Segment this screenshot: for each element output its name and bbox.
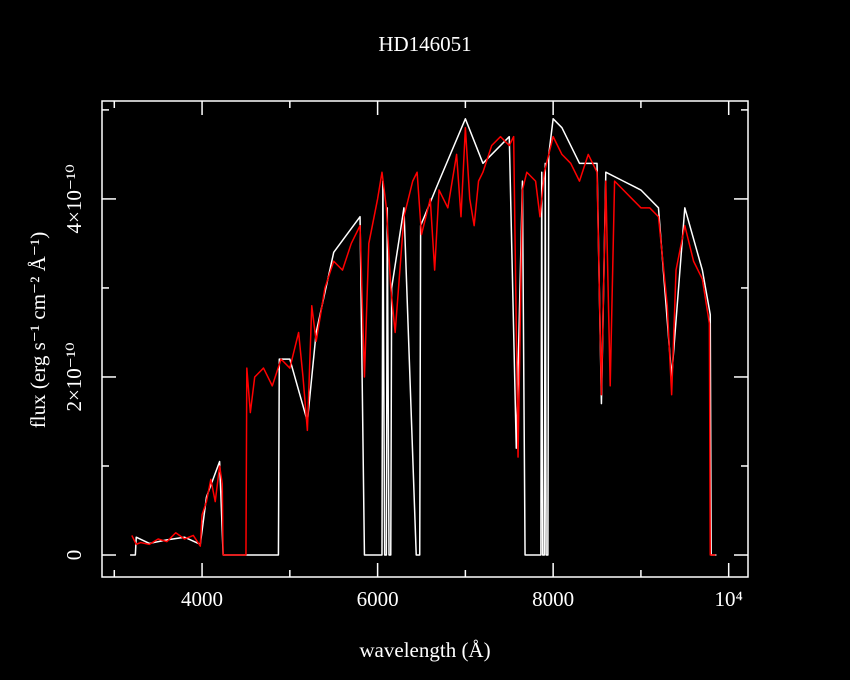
x-tick-label: 10⁴ [715,587,743,611]
spectrum-line [131,126,716,556]
x-tick-label: 4000 [181,587,223,611]
y-tick-label: 4×10⁻¹⁰ [62,164,86,233]
y-tick-label: 2×10⁻¹⁰ [62,342,86,411]
y-axis-label: flux (erg s⁻¹ cm⁻² Å⁻¹) [26,232,50,428]
x-axis-label: wavelength (Å) [359,638,490,662]
y-tick-label: 0 [62,550,86,561]
x-tick-label: 8000 [532,587,574,611]
x-tick-label: 6000 [357,587,399,611]
plot-frame [101,100,749,578]
spectrum-line [130,118,717,556]
chart-title: HD146051 [378,32,471,56]
